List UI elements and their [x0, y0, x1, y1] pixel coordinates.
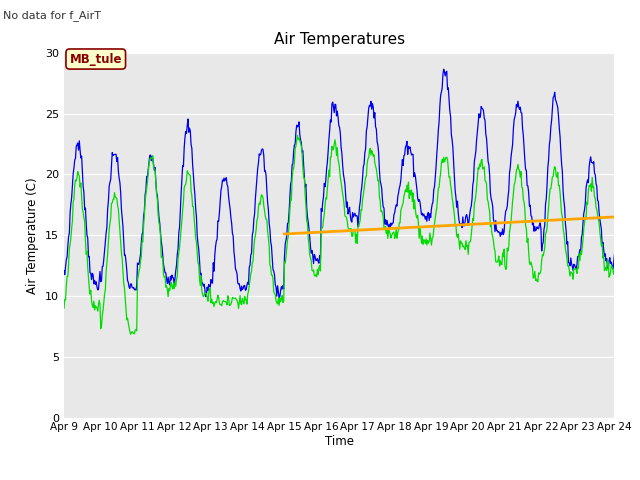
li75_t: [127, 281, 134, 287]
li77_temp: [127, 330, 135, 336]
Tsonic: [472, 221, 480, 227]
li77_temp: [408, 187, 415, 193]
Tsonic: [280, 231, 288, 237]
li77_temp: [127, 332, 134, 337]
li77_temp: [611, 268, 618, 274]
Line: li75_t: li75_t: [64, 69, 614, 298]
Tsonic: [535, 218, 543, 224]
Line: Tsonic: Tsonic: [284, 217, 614, 234]
li75_t: [60, 268, 68, 274]
Tsonic: [509, 219, 517, 225]
Y-axis label: Air Temperature (C): Air Temperature (C): [26, 177, 40, 293]
li77_temp: [60, 305, 68, 311]
li77_temp: [70, 196, 78, 202]
li75_t: [407, 149, 415, 155]
Tsonic: [611, 214, 618, 220]
Tsonic: [583, 216, 591, 221]
Tsonic: [306, 230, 314, 236]
Tsonic: [541, 217, 549, 223]
li75_t: [70, 165, 78, 171]
Legend: li75_t, li77_temp, Tsonic: li75_t, li77_temp, Tsonic: [186, 475, 492, 480]
Text: MB_tule: MB_tule: [70, 52, 122, 66]
Title: Air Temperatures: Air Temperatures: [274, 33, 404, 48]
X-axis label: Time: Time: [324, 435, 354, 448]
li75_t: [611, 252, 618, 258]
li75_t: [423, 218, 431, 224]
li75_t: [275, 295, 283, 300]
li77_temp: [294, 132, 301, 138]
li75_t: [182, 131, 190, 136]
Line: li77_temp: li77_temp: [64, 135, 614, 335]
li75_t: [212, 243, 220, 249]
li77_temp: [184, 168, 191, 174]
Text: No data for f_AirT: No data for f_AirT: [3, 10, 101, 21]
li75_t: [440, 66, 447, 72]
li77_temp: [212, 300, 220, 306]
li77_temp: [424, 238, 431, 243]
